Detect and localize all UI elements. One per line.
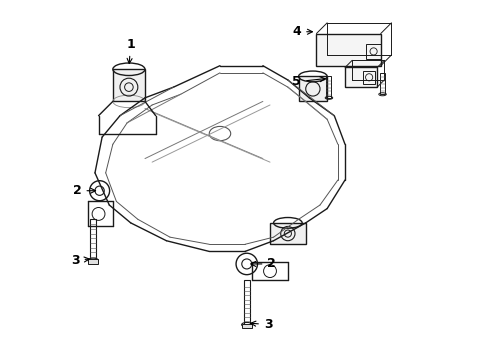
Bar (270, 223, 306, 244)
Bar (326, 76, 331, 98)
Text: 5: 5 (293, 75, 325, 88)
Bar (113, 69, 145, 102)
Bar (363, 71, 375, 84)
Text: 2: 2 (251, 257, 276, 270)
Text: 3: 3 (251, 318, 272, 331)
Text: 4: 4 (293, 25, 313, 38)
Bar (244, 280, 250, 325)
Bar (90, 219, 97, 260)
Bar (88, 259, 98, 264)
Bar (298, 76, 327, 102)
Bar (380, 73, 385, 94)
Bar (242, 324, 252, 328)
Bar (317, 33, 381, 66)
Bar (367, 44, 381, 59)
Bar (345, 67, 377, 87)
Text: 1: 1 (126, 38, 135, 63)
Text: 2: 2 (73, 184, 96, 197)
Text: 3: 3 (71, 254, 89, 267)
